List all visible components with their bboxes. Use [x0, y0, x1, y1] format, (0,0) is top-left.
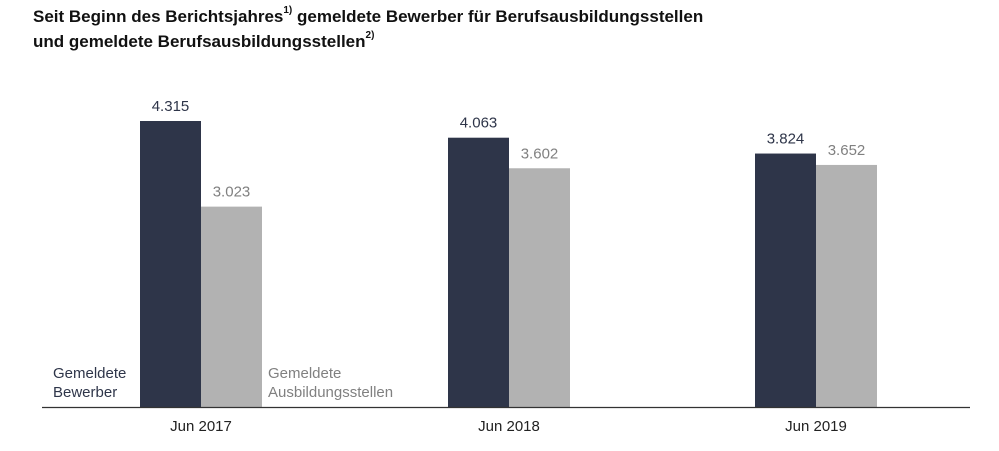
x-tick-label: Jun 2018	[478, 418, 540, 435]
bar-bewerber	[140, 121, 201, 407]
data-label: 3.652	[828, 142, 866, 159]
data-label: 4.063	[460, 115, 498, 132]
chart-title-line2: und gemeldete Berufsausbildungsstellen	[33, 32, 366, 51]
chart-title: Seit Beginn des Berichtsjahres1) gemelde…	[33, 4, 973, 54]
chart-title-line1-a: Seit Beginn des Berichtsjahres	[33, 7, 284, 26]
footnote-marker-2: 2)	[365, 30, 375, 42]
data-label: 3.824	[767, 131, 805, 148]
bar-bewerber	[755, 153, 816, 407]
data-label: 3.023	[213, 184, 251, 201]
series-label: Ausbildungsstellen	[268, 384, 393, 401]
data-label: 3.602	[521, 145, 559, 162]
series-label: Gemeldete	[268, 365, 341, 382]
series-label: Bewerber	[53, 384, 117, 401]
x-tick-label: Jun 2017	[170, 418, 232, 435]
bar-ausbildungsstellen	[201, 206, 262, 407]
bar-ausbildungsstellen	[509, 168, 570, 407]
bar-bewerber	[448, 137, 509, 407]
chart-title-line1-b: gemeldete Bewerber für Berufsausbildungs…	[292, 7, 704, 26]
data-label: 4.315	[152, 98, 190, 115]
x-tick-label: Jun 2019	[785, 418, 847, 435]
bar-ausbildungsstellen	[816, 164, 877, 407]
series-label: Gemeldete	[53, 365, 126, 382]
footnote-marker-1: 1)	[283, 5, 293, 17]
